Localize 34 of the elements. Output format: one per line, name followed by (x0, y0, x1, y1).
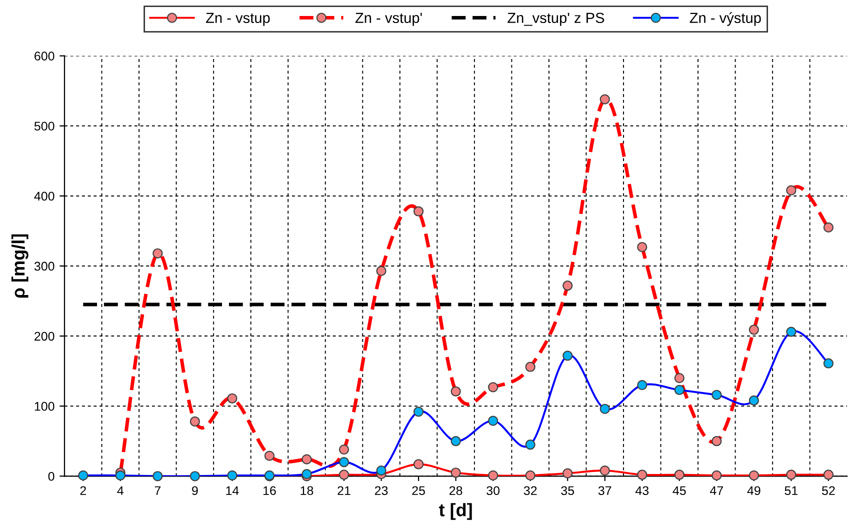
legend-label: Zn - vstup (206, 12, 270, 26)
x-tick-label: 2 (80, 486, 86, 495)
x-tick-label: 23 (374, 486, 388, 496)
x-tick-label: 16 (263, 486, 276, 496)
x-tick-label: 21 (338, 486, 350, 495)
x-tick-label: 7 (154, 486, 161, 495)
x-tick-label: 43 (635, 486, 649, 496)
x-tick-label: 32 (524, 486, 537, 496)
x-tick-label: 52 (822, 486, 835, 496)
x-tick-label: 4 (117, 486, 124, 495)
legend-label: Zn_vstup' z PS (508, 12, 604, 26)
legend-label: Zn - výstup (690, 12, 761, 26)
x-tick-label: 18 (300, 486, 314, 496)
x-axis-title: t [d] (438, 503, 472, 520)
y-tick-label: 0 (48, 472, 54, 481)
y-tick-label: 300 (34, 262, 54, 271)
x-tick-label: 49 (747, 486, 760, 496)
y-tick-label: 100 (34, 402, 54, 411)
x-tick-label: 47 (710, 486, 723, 495)
x-tick-label: 51 (784, 486, 798, 496)
x-tick-label: 25 (412, 486, 425, 496)
y-tick-label: 400 (34, 192, 54, 201)
legend-label: Zn - vstup' (355, 12, 422, 26)
x-tick-label: 9 (192, 486, 198, 496)
y-axis-title: ρ [mg/l] (11, 234, 28, 298)
y-tick-label: 200 (34, 332, 54, 341)
x-tick-label: 30 (486, 486, 500, 496)
x-tick-label: 37 (598, 486, 612, 496)
x-tick-label: 35 (561, 486, 574, 496)
y-tick-label: 500 (34, 122, 54, 131)
y-tick-label: 600 (34, 52, 54, 61)
x-tick-label: 45 (672, 486, 686, 496)
x-tick-label: 14 (226, 486, 239, 495)
x-tick-label: 28 (449, 486, 462, 496)
